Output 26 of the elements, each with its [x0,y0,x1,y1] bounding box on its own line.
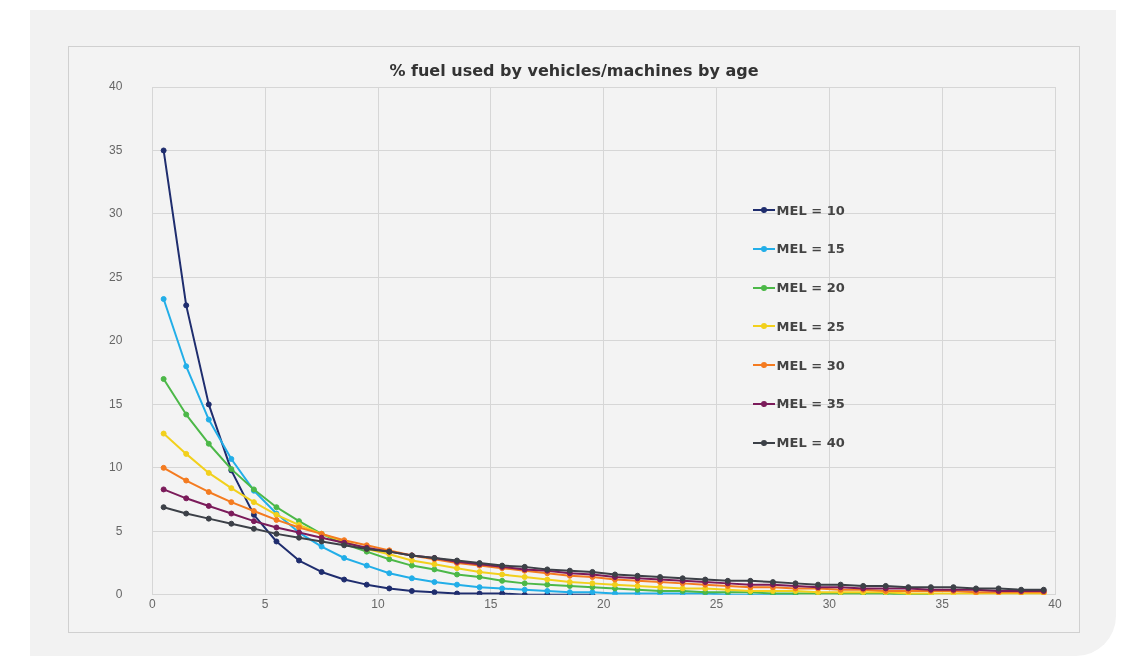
x-tick-label: 40 [1048,597,1062,612]
legend-label: MEL = 20 [776,280,845,296]
legend-label: MEL = 40 [776,435,845,451]
y-tick-label: 20 [108,333,123,348]
x-tick-label: 5 [261,597,269,612]
y-tick-label: 5 [115,523,123,538]
y-tick-label: 25 [108,269,123,284]
y-tick-label: 30 [108,206,123,221]
legend-label: MEL = 30 [776,357,845,373]
y-tick-label: 10 [108,460,123,475]
x-tick-label: 35 [935,597,950,612]
legend-label: MEL = 25 [776,318,845,334]
chart-title: % fuel used by vehicles/machines by age [388,61,760,80]
legend-label: MEL = 35 [776,396,845,412]
x-tick-label: 20 [596,597,611,612]
y-tick-label: 35 [108,142,123,157]
x-tick-label: 0 [149,597,156,612]
x-tick-label: 15 [484,597,498,612]
legend-label: MEL = 10 [776,202,845,218]
x-tick-label: 30 [822,597,837,612]
x-tick-label: 25 [709,597,724,612]
y-tick-label: 40 [108,79,123,94]
legend-label: MEL = 15 [776,241,845,257]
x-tick-label: 10 [371,597,385,612]
y-tick-label: 15 [108,396,123,411]
y-tick-label: 0 [115,587,123,602]
